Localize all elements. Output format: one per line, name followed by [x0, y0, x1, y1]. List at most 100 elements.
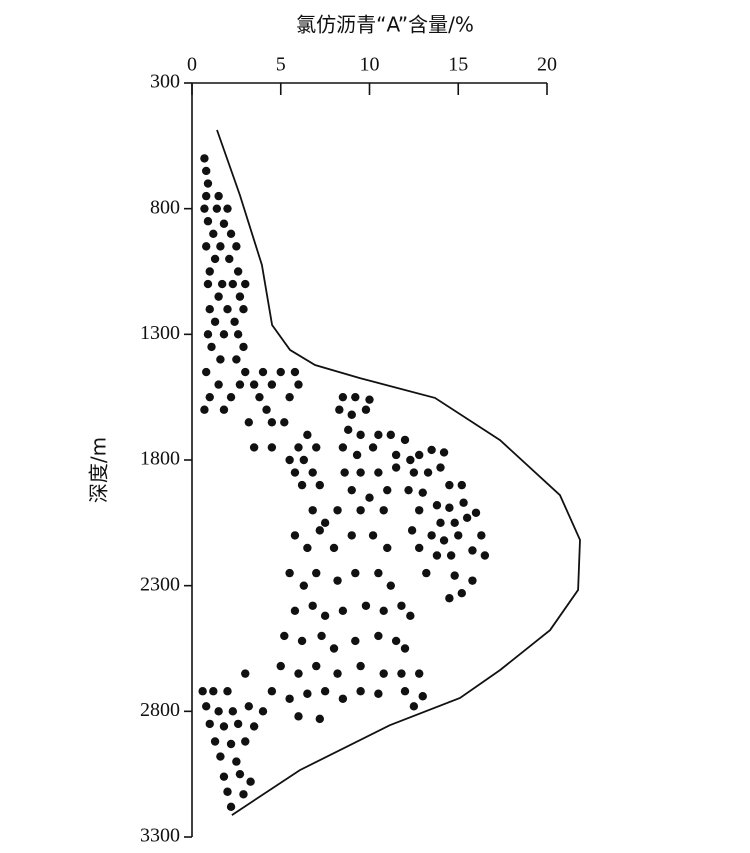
scatter-point	[457, 480, 466, 490]
scatter-point	[333, 506, 342, 515]
scatter-point	[219, 772, 229, 781]
scatter-point	[462, 513, 472, 523]
scatter-point	[205, 267, 214, 276]
scatter-point	[365, 493, 374, 502]
scatter-point	[312, 443, 321, 452]
scatter-point	[249, 380, 259, 389]
scatter-point	[210, 254, 220, 264]
scatter-point	[477, 531, 486, 540]
scatter-point	[344, 425, 353, 435]
x-tick-label: 5	[276, 54, 286, 76]
scatter-point	[333, 669, 342, 678]
scatter-point	[205, 305, 214, 314]
scatter-point	[202, 367, 211, 377]
y-tick-label: 800	[150, 196, 180, 218]
scatter-point	[217, 279, 227, 289]
scatter-point	[200, 154, 209, 163]
scatter-point	[267, 443, 277, 452]
scatter-point	[450, 518, 459, 528]
scatter-point	[290, 606, 300, 615]
scatter-point	[418, 692, 427, 701]
scatter-point	[351, 392, 360, 402]
scatter-point	[427, 531, 436, 540]
scatter-point	[241, 279, 250, 289]
scatter-point	[351, 568, 360, 578]
scatter-point	[303, 543, 312, 553]
scatter-point	[361, 601, 371, 610]
scatter-point	[226, 802, 236, 812]
scatter-point	[216, 242, 225, 251]
scatter-point	[383, 543, 392, 553]
scatter-point	[235, 769, 245, 779]
scatter-point	[418, 488, 427, 497]
scatter-point	[226, 229, 236, 238]
scatter-point	[386, 430, 395, 440]
scatter-point	[207, 342, 216, 352]
scatter-point	[219, 722, 229, 731]
scatter-point	[439, 448, 449, 457]
x-tick-label: 10	[360, 54, 380, 76]
scatter-point	[228, 279, 238, 289]
scatter-point	[415, 669, 424, 678]
scatter-point	[299, 581, 309, 590]
scatter-point	[432, 551, 442, 560]
y-tick-label: 2300	[140, 573, 180, 595]
scatter-point	[383, 485, 392, 495]
y-axis-label: 深度/m	[87, 437, 111, 503]
scatter-point	[347, 410, 356, 419]
scatter-point	[391, 636, 401, 646]
scatter-point	[356, 506, 365, 515]
scatter-point	[368, 531, 378, 540]
scatter-point	[351, 636, 360, 646]
scatter-point	[214, 191, 223, 201]
scatter-point	[303, 430, 312, 440]
scatter-point	[285, 568, 294, 578]
scatter-point	[415, 450, 424, 460]
scatter-point	[315, 480, 324, 490]
scatter-point	[446, 551, 456, 560]
scatter-point	[258, 707, 268, 716]
x-tick-label: 0	[187, 54, 197, 76]
scatter-point	[422, 568, 431, 578]
scatter-point	[267, 418, 277, 427]
scatter-point	[276, 367, 285, 377]
y-tick-label: 3300	[140, 825, 180, 847]
y-tick-label: 1800	[140, 448, 180, 470]
scatter-point	[216, 752, 225, 761]
scatter-point	[333, 576, 342, 585]
scatter-point	[225, 254, 234, 264]
scatter-point	[294, 712, 303, 721]
scatter-point	[356, 468, 365, 477]
scatter-point	[205, 719, 214, 729]
scatter-point	[356, 661, 365, 671]
scatter-point	[468, 546, 477, 555]
scatter-point	[361, 405, 371, 414]
scatter-point	[294, 443, 303, 452]
scatter-point	[406, 611, 415, 621]
scatter-point	[445, 480, 454, 490]
scatter-point	[457, 589, 466, 598]
scatter-point	[239, 790, 248, 799]
scatter-point	[262, 405, 271, 414]
scatter-point	[200, 405, 209, 414]
scatter-point	[423, 468, 433, 477]
scatter-point	[340, 468, 349, 477]
scatter-point	[216, 355, 225, 364]
scatter-point	[241, 367, 250, 377]
scatter-point	[454, 531, 463, 540]
scatter-point	[255, 392, 264, 402]
scatter-point	[280, 631, 289, 641]
scatter-point	[315, 526, 324, 535]
scatter-point	[338, 392, 348, 402]
scatter-point	[276, 661, 285, 671]
scatter-point	[209, 229, 218, 238]
scatter-point	[400, 435, 410, 445]
scatter-point	[400, 687, 410, 696]
scatter-point	[409, 468, 419, 477]
scatter-point	[233, 330, 243, 339]
scatter-point	[290, 531, 300, 540]
scatter-point	[439, 536, 449, 545]
scatter-point	[320, 518, 330, 528]
scatter-point	[365, 395, 374, 404]
scatter-point	[356, 430, 365, 440]
